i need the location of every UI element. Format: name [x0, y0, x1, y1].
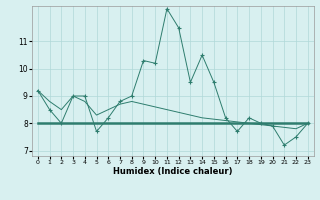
X-axis label: Humidex (Indice chaleur): Humidex (Indice chaleur) — [113, 167, 233, 176]
